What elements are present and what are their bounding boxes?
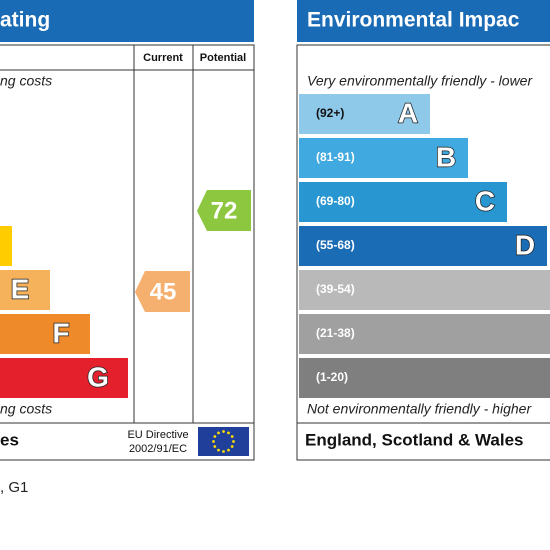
footer: es [0,430,19,449]
top-note: ng costs [0,73,52,89]
star [222,430,225,433]
band-letter: A [398,97,418,128]
band-letter: E [11,273,30,304]
band [0,226,12,266]
header-bar [0,0,254,42]
panel-frame [0,44,255,461]
panel-frame [296,44,550,461]
star [212,440,215,443]
band [299,182,507,222]
star [217,448,220,452]
band-letter: F [52,317,69,348]
band-range: (69-80) [316,194,355,208]
band-range: (92+) [316,106,344,120]
band [299,138,468,178]
band [0,314,90,354]
band [299,314,550,354]
band-range: (55-68) [316,238,355,252]
band-letter: D [515,229,535,260]
column-header: Current [143,52,183,64]
star [222,450,225,453]
star [213,435,217,438]
current-arrow [135,271,190,312]
star [227,448,230,452]
band [0,358,128,398]
band-range: (21-38) [316,326,355,340]
header: ating [0,9,50,32]
bands: (92+) A (81-91) B (69-80) C (55-68) D (39-54) (21… [299,94,550,398]
band [299,94,430,134]
star [230,435,234,438]
header: Environmental Impac [307,9,520,32]
star [227,431,230,435]
band-range: (1-20) [316,370,348,384]
bottom-note: ng costs [0,401,52,417]
footer: England, Scotland & Wales [305,430,524,449]
top-note: Very environmentally friendly - lower [307,73,533,89]
band [0,270,50,310]
caption: , G1 [0,479,28,496]
directive: 2002/91/EC [129,443,187,455]
star [230,445,234,448]
star [213,445,217,448]
band [299,226,547,266]
band [299,270,550,310]
band-letter: C [475,185,495,216]
band-letter: B [436,141,456,172]
band-range: (39-54) [316,282,355,296]
directive: EU Directive [127,429,188,441]
star [232,440,235,443]
band-range: (81-91) [316,150,355,164]
column-header: Potential [200,52,246,64]
header-bar [297,0,550,42]
band [299,358,550,398]
eu-stars [212,430,235,453]
potential-arrow [197,190,251,231]
star [217,431,220,435]
band-letter: G [87,361,109,392]
potential-value: 72 [211,197,238,224]
current-value: 45 [150,278,177,305]
bottom-note: Not environmentally friendly - higher [307,401,532,417]
